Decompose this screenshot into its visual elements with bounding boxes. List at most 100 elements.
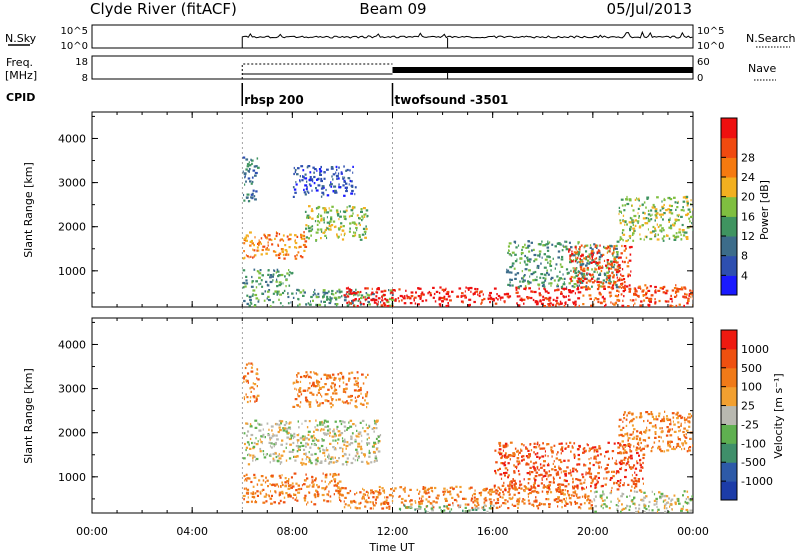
power-cell (519, 298, 522, 301)
velocity-cell (278, 453, 280, 456)
power-cell (648, 297, 651, 300)
velocity-cell (365, 423, 367, 426)
velocity-cell (297, 372, 300, 375)
power-cell (601, 255, 603, 258)
power-cell (353, 221, 356, 224)
velocity-cell (667, 511, 670, 513)
velocity-cell (653, 493, 656, 496)
power-cell (339, 225, 343, 228)
power-cell (325, 188, 327, 192)
power-cell (280, 248, 284, 251)
power-cell (663, 212, 666, 215)
velocity-cell (262, 450, 265, 453)
velocity-cell (583, 502, 586, 505)
velocity-cell (518, 473, 521, 476)
power-cell (261, 292, 264, 295)
velocity-cell (534, 480, 536, 483)
power-cell (323, 300, 326, 303)
power-cell (632, 239, 635, 242)
velocity-cell (589, 472, 592, 475)
velocity-colorbar-swatch (721, 481, 737, 501)
power-cell (267, 273, 270, 276)
power-cell (330, 224, 334, 227)
velocity-cell (564, 500, 567, 503)
velocity-cell (654, 431, 657, 434)
velocity-cell (279, 476, 282, 479)
power-cell (517, 244, 520, 247)
velocity-cell (635, 435, 639, 438)
power-cell (618, 212, 620, 216)
velocity-cell (253, 496, 256, 499)
power-cell (594, 245, 597, 248)
power-cell (345, 287, 349, 290)
power-cell (258, 239, 260, 242)
power-cell (681, 223, 684, 227)
velocity-cell (278, 491, 280, 494)
power-cell (589, 297, 592, 300)
velocity-cell (257, 440, 259, 443)
velocity-cell (540, 447, 544, 450)
power-cell (618, 285, 621, 288)
velocity-cell (291, 482, 294, 485)
power-cell (515, 286, 518, 289)
power-cell (326, 168, 329, 171)
power-cell (255, 297, 259, 300)
velocity-cell (456, 493, 459, 496)
power-cell (343, 165, 345, 168)
velocity-cell (598, 461, 600, 464)
velocity-cell (669, 423, 672, 426)
power-cell (649, 214, 652, 217)
power-cell (290, 301, 292, 304)
velocity-cell (284, 477, 287, 480)
power-cell (543, 287, 545, 290)
velocity-cell (593, 477, 597, 480)
velocity-cell (366, 426, 369, 430)
power-cell (252, 189, 255, 192)
power-cell (672, 224, 676, 227)
power-cell (309, 178, 312, 181)
power-cell (610, 301, 612, 304)
velocity-cell (688, 449, 691, 452)
power-cell (335, 291, 337, 295)
power-cell (330, 167, 334, 170)
velocity-cell (253, 473, 256, 476)
power-cell (546, 298, 548, 301)
power-cell (359, 303, 363, 306)
velocity-cell (653, 418, 656, 421)
power-cell (243, 250, 245, 253)
velocity-cell (335, 460, 338, 463)
velocity-cell (686, 510, 689, 513)
power-cell (247, 177, 251, 180)
power-cell (664, 292, 668, 295)
power-cell (255, 286, 258, 289)
power-cell (683, 304, 685, 307)
power-cell (248, 161, 250, 164)
power-cell (403, 302, 407, 305)
power-cell (475, 290, 479, 293)
power-cell (497, 298, 499, 301)
velocity-cell (343, 443, 346, 446)
power-cell (535, 300, 539, 303)
velocity-cell (620, 510, 622, 513)
power-cell (408, 296, 411, 299)
power-cell (304, 173, 307, 176)
velocity-cell (450, 508, 453, 511)
power-cell (394, 289, 396, 292)
power-cell (572, 301, 574, 304)
power-cell (308, 216, 311, 219)
power-cell (669, 198, 673, 201)
power-cell (544, 258, 548, 261)
power-cell (345, 292, 347, 295)
velocity-cell (626, 432, 629, 435)
velocity-cell (616, 508, 619, 511)
velocity-cell (685, 508, 689, 512)
power-cell (421, 291, 424, 294)
velocity-cell (312, 385, 316, 388)
velocity-cell (320, 460, 323, 463)
velocity-cell (368, 455, 371, 458)
power-cell (288, 246, 291, 249)
power-cell (297, 289, 300, 292)
velocity-cell (662, 440, 664, 443)
velocity-cell (527, 492, 530, 496)
velocity-cell (508, 487, 511, 490)
